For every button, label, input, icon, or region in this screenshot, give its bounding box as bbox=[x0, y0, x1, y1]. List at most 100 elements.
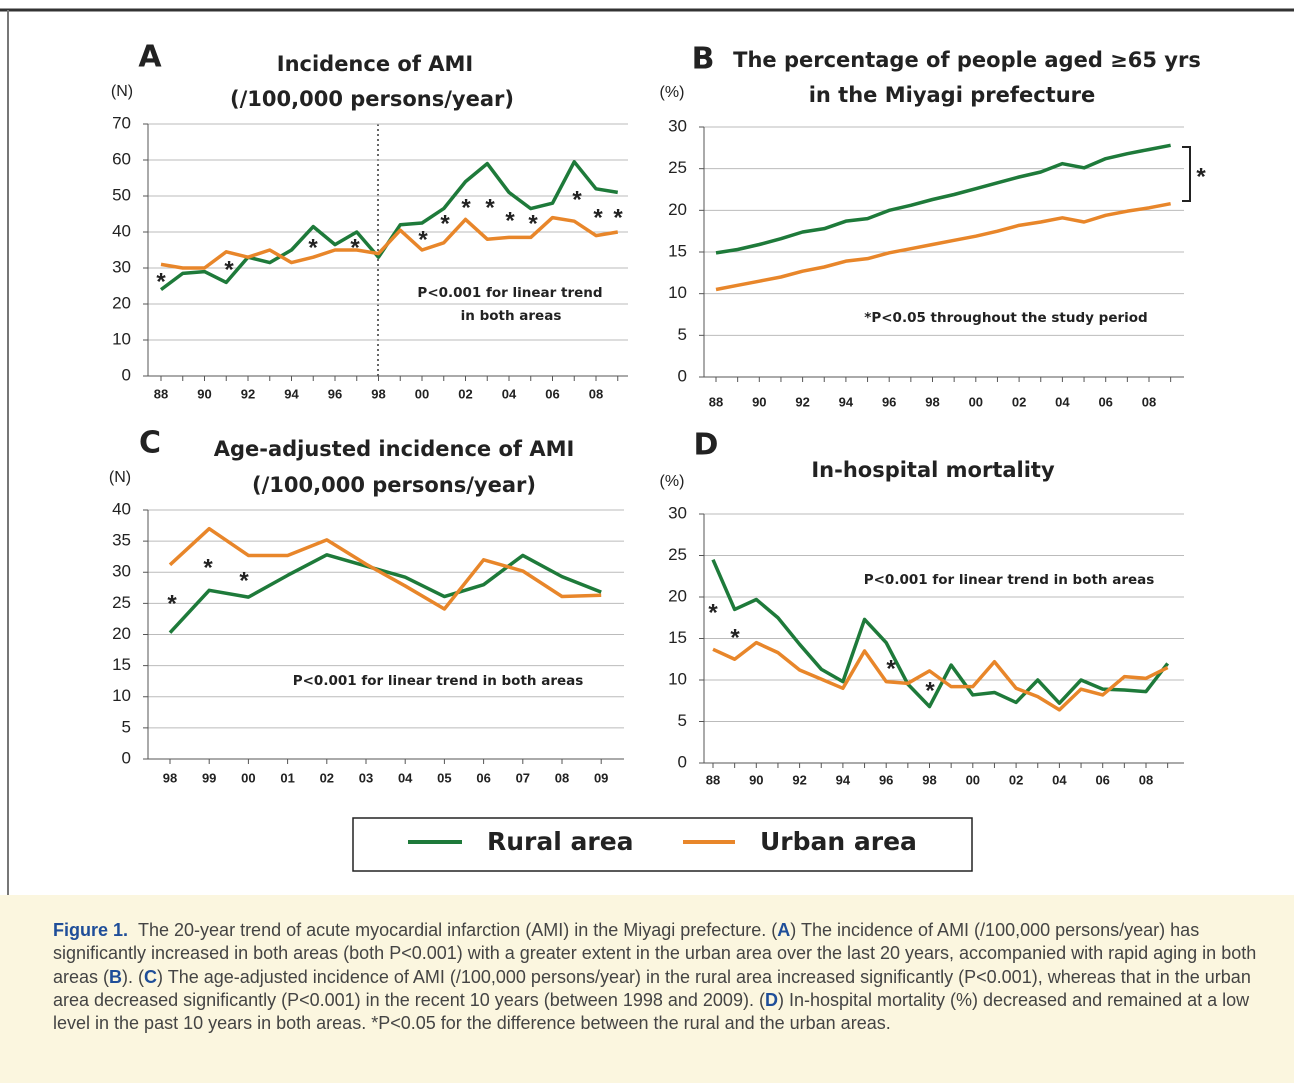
chart-title: Age-adjusted incidence of AMI bbox=[214, 437, 575, 461]
x-tick-label: 00 bbox=[415, 386, 429, 401]
significance-mark: * bbox=[485, 194, 495, 221]
x-tick-label: 00 bbox=[966, 772, 980, 787]
x-tick-label: 07 bbox=[516, 770, 530, 785]
y-tick-label: 15 bbox=[112, 655, 131, 674]
y-tick-label: 20 bbox=[668, 586, 687, 605]
x-tick-label: 08 bbox=[555, 770, 569, 785]
y-tick-label: 0 bbox=[678, 752, 687, 771]
significance-mark: * bbox=[886, 655, 896, 682]
x-tick-label: 06 bbox=[1098, 394, 1112, 409]
series-line bbox=[711, 558, 1170, 709]
x-tick-label: 96 bbox=[882, 394, 896, 409]
y-tick-label: 30 bbox=[668, 116, 687, 135]
significance-mark: * bbox=[167, 590, 177, 617]
y-axis-unit: (%) bbox=[660, 84, 685, 101]
caption-text: ) The incidence of AMI (/100,000 persons… bbox=[53, 920, 1257, 987]
significance-mark: * bbox=[528, 210, 538, 237]
panel-letter: B bbox=[692, 42, 715, 77]
series-line bbox=[715, 201, 1171, 292]
chart-title: In-hospital mortality bbox=[811, 458, 1055, 482]
significance-mark: * bbox=[203, 554, 213, 581]
x-tick-label: 88 bbox=[709, 394, 723, 409]
x-tick-label: 94 bbox=[284, 386, 299, 401]
x-tick-label: 01 bbox=[280, 770, 294, 785]
y-tick-label: 15 bbox=[668, 628, 687, 647]
x-tick-label: 92 bbox=[241, 386, 255, 401]
significance-mark: * bbox=[224, 256, 234, 283]
x-tick-label: 94 bbox=[839, 394, 854, 409]
y-tick-label: 10 bbox=[668, 283, 687, 302]
series-line bbox=[168, 553, 602, 634]
y-tick-label: 10 bbox=[112, 686, 131, 705]
x-tick-label: 02 bbox=[458, 386, 472, 401]
significance-mark: * bbox=[350, 234, 360, 261]
chart-title: (/100,000 persons/year) bbox=[230, 87, 514, 111]
y-tick-label: 50 bbox=[112, 185, 131, 204]
y-tick-label: 10 bbox=[112, 329, 131, 348]
caption: Figure 1. The 20-year trend of acute myoc… bbox=[0, 895, 1294, 1083]
x-tick-label: 04 bbox=[1055, 394, 1070, 409]
y-tick-label: 25 bbox=[668, 545, 687, 564]
significance-mark: * bbox=[925, 677, 935, 704]
x-tick-label: 90 bbox=[752, 394, 766, 409]
y-tick-label: 70 bbox=[112, 113, 131, 132]
significance-mark: * bbox=[156, 268, 166, 295]
x-tick-label: 05 bbox=[437, 770, 451, 785]
annotation: P<0.001 for linear trend in both areas bbox=[293, 673, 584, 689]
significance-mark: * bbox=[730, 624, 740, 651]
x-tick-label: 98 bbox=[922, 772, 936, 787]
panel-ref: A bbox=[777, 920, 791, 940]
x-tick-label: 09 bbox=[594, 770, 608, 785]
x-tick-label: 96 bbox=[879, 772, 893, 787]
x-tick-label: 02 bbox=[320, 770, 334, 785]
y-tick-label: 20 bbox=[112, 293, 131, 312]
significance-mark: * bbox=[308, 234, 318, 261]
chart-title: Incidence of AMI bbox=[277, 52, 473, 76]
caption-text: ) In-hospital mortality (%) decreased an… bbox=[53, 989, 1250, 1034]
panel-ref: C bbox=[144, 966, 158, 987]
bracket bbox=[1182, 146, 1191, 202]
x-tick-label: 02 bbox=[1012, 394, 1026, 409]
x-tick-label: 98 bbox=[371, 386, 385, 401]
annotation: *P<0.05 throughout the study period bbox=[864, 310, 1147, 326]
x-tick-label: 04 bbox=[1052, 772, 1067, 787]
y-tick-label: 5 bbox=[122, 717, 131, 736]
y-axis-unit: (N) bbox=[109, 469, 131, 486]
x-tick-label: 90 bbox=[749, 772, 763, 787]
y-tick-label: 5 bbox=[678, 325, 687, 344]
panel-ref: B bbox=[109, 966, 123, 987]
significance-mark: * bbox=[593, 204, 603, 231]
x-tick-label: 08 bbox=[589, 386, 603, 401]
y-tick-label: 25 bbox=[668, 158, 687, 177]
series-line bbox=[712, 640, 1169, 712]
y-tick-label: 30 bbox=[112, 257, 131, 276]
x-tick-label: 94 bbox=[836, 772, 851, 787]
series-line bbox=[160, 215, 619, 270]
x-tick-label: 08 bbox=[1142, 394, 1156, 409]
annotation: P<0.001 for linear trend bbox=[417, 285, 602, 301]
significance-mark: * bbox=[440, 210, 450, 237]
x-tick-label: 92 bbox=[792, 772, 806, 787]
x-tick-label: 99 bbox=[202, 770, 216, 785]
y-tick-label: 15 bbox=[668, 241, 687, 260]
figure: A Incidence of AMI (/100,000 persons/year)… bbox=[0, 8, 1294, 895]
significance-mark: * bbox=[505, 207, 515, 234]
x-tick-label: 88 bbox=[706, 772, 720, 787]
panel-letter: A bbox=[138, 40, 162, 75]
legend-box bbox=[352, 817, 973, 872]
legend-label: Urban area bbox=[760, 827, 917, 856]
x-tick-label: 00 bbox=[969, 394, 983, 409]
y-tick-label: 20 bbox=[112, 624, 131, 643]
x-tick-label: 06 bbox=[545, 386, 559, 401]
annotation: P<0.001 for linear trend in both areas bbox=[864, 572, 1155, 588]
x-tick-label: 04 bbox=[398, 770, 413, 785]
x-tick-label: 98 bbox=[925, 394, 939, 409]
y-tick-label: 20 bbox=[668, 200, 687, 219]
panel-letter: C bbox=[139, 426, 161, 461]
y-tick-label: 10 bbox=[668, 669, 687, 688]
caption-label: Figure 1. bbox=[53, 920, 129, 940]
x-tick-label: 00 bbox=[241, 770, 255, 785]
panel-letter: D bbox=[694, 428, 719, 463]
x-tick-label: 98 bbox=[163, 770, 177, 785]
y-axis-unit: (N) bbox=[111, 83, 133, 100]
